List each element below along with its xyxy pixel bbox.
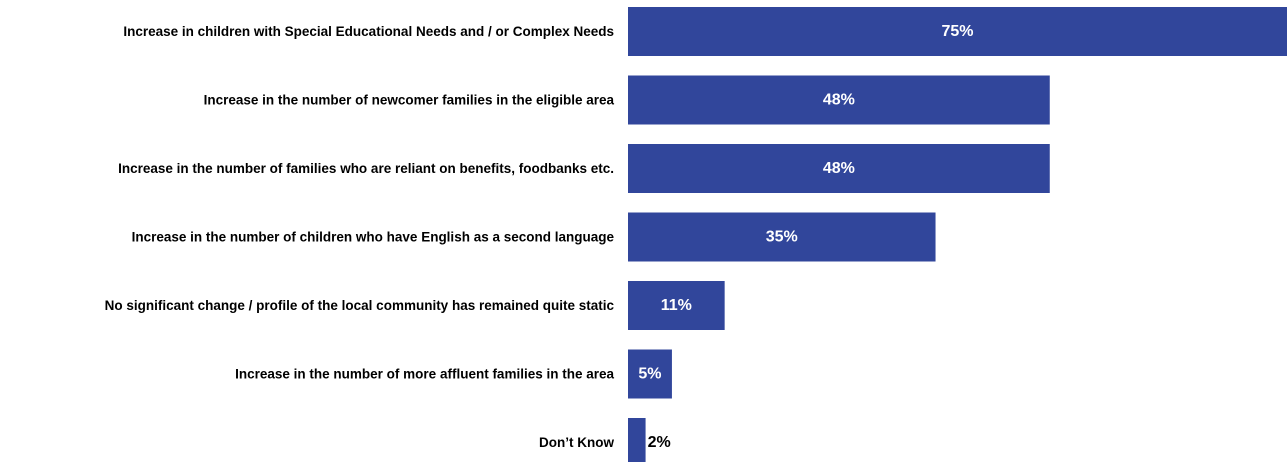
bar-increase-in-the-number-of-more-affluent- (628, 349, 672, 399)
value-label-increase-in-children-with-special-educat: 75% (941, 23, 973, 40)
value-label-increase-in-the-number-of-families-who-a: 48% (823, 160, 855, 177)
category-label-increase-in-the-number-of-children-who-h: Increase in the number of children who h… (132, 230, 615, 245)
value-label-increase-in-the-number-of-children-who-h: 35% (766, 229, 798, 246)
value-label-don-t-know: 2% (648, 434, 671, 451)
bar-increase-in-the-number-of-newcomer-famil (628, 75, 1050, 125)
category-label-don-t-know: Don’t Know (539, 435, 614, 450)
value-label-increase-in-the-number-of-more-affluent-: 5% (638, 366, 661, 383)
bar-increase-in-children-with-special-educat (628, 7, 1287, 56)
category-label-increase-in-the-number-of-families-who-a: Increase in the number of families who a… (118, 161, 614, 176)
value-label-increase-in-the-number-of-newcomer-famil: 48% (823, 92, 855, 109)
value-label-no-significant-change-profile-of-the-loc: 11% (661, 297, 692, 314)
bar-increase-in-the-number-of-children-who-h (628, 212, 936, 262)
bar-no-significant-change-profile-of-the-loc (628, 281, 725, 330)
category-label-increase-in-the-number-of-more-affluent-: Increase in the number of more affluent … (235, 367, 614, 382)
category-label-no-significant-change-profile-of-the-loc: No significant change / profile of the l… (105, 298, 615, 313)
category-label-increase-in-the-number-of-newcomer-famil: Increase in the number of newcomer famil… (204, 93, 615, 108)
bar-don-t-know (628, 418, 646, 462)
bar-increase-in-the-number-of-families-who-a (628, 144, 1050, 193)
category-label-increase-in-children-with-special-educat: Increase in children with Special Educat… (123, 24, 614, 39)
